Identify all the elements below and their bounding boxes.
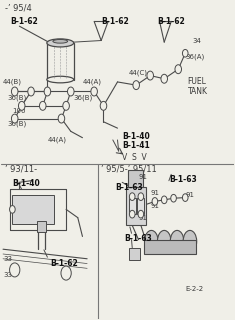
Text: B-1-41: B-1-41: [122, 141, 150, 150]
Circle shape: [182, 50, 188, 57]
Text: 91: 91: [138, 173, 148, 180]
Circle shape: [129, 210, 135, 218]
Text: B-1-62: B-1-62: [101, 17, 129, 26]
Bar: [137, 198, 144, 214]
Text: B-1-40: B-1-40: [122, 132, 150, 140]
Text: 100: 100: [12, 108, 26, 114]
Circle shape: [100, 101, 107, 110]
Text: 33: 33: [3, 272, 12, 278]
Circle shape: [39, 101, 46, 110]
Text: 91: 91: [138, 215, 148, 221]
Bar: [129, 198, 136, 214]
Circle shape: [161, 74, 168, 83]
Text: 91: 91: [185, 192, 194, 198]
Circle shape: [138, 210, 144, 218]
Text: 34: 34: [192, 37, 201, 44]
Text: -’ 95/4: -’ 95/4: [5, 4, 32, 12]
Text: 44(C): 44(C): [129, 69, 148, 76]
Text: B-1-63: B-1-63: [169, 175, 197, 184]
Text: V  S  V: V S V: [122, 153, 147, 162]
Circle shape: [91, 87, 98, 96]
Text: B-1-63: B-1-63: [125, 234, 152, 243]
Text: 44(A): 44(A): [82, 79, 102, 85]
Text: 44(B): 44(B): [3, 79, 22, 85]
Bar: [129, 248, 140, 260]
Text: 36(B): 36(B): [73, 95, 92, 101]
Text: 91: 91: [150, 190, 159, 196]
Circle shape: [44, 87, 51, 96]
Circle shape: [12, 114, 18, 123]
Bar: [126, 187, 145, 225]
Text: 91: 91: [150, 203, 159, 209]
Text: E-2-2: E-2-2: [185, 286, 203, 292]
Circle shape: [152, 197, 158, 205]
Text: ’ 93/11-: ’ 93/11-: [5, 165, 38, 174]
Text: FUEL: FUEL: [188, 77, 207, 86]
Circle shape: [129, 193, 135, 200]
Circle shape: [12, 87, 18, 96]
Text: 53: 53: [10, 264, 19, 270]
Text: B-1-62: B-1-62: [157, 17, 185, 26]
Circle shape: [161, 196, 167, 204]
Circle shape: [171, 195, 176, 202]
Text: B-1-40: B-1-40: [12, 180, 40, 188]
Text: 44(A): 44(A): [47, 136, 67, 142]
Bar: [37, 220, 46, 232]
Ellipse shape: [53, 39, 68, 43]
Bar: [144, 240, 196, 254]
Circle shape: [10, 263, 20, 277]
Text: ’ 95/5-’ 95/11: ’ 95/5-’ 95/11: [101, 165, 157, 174]
Text: 33: 33: [3, 256, 12, 262]
Circle shape: [175, 65, 181, 74]
Bar: [12, 195, 55, 224]
Bar: [128, 170, 143, 187]
Ellipse shape: [157, 230, 171, 252]
Text: B-1-63: B-1-63: [115, 183, 143, 192]
Circle shape: [61, 266, 71, 280]
Ellipse shape: [145, 230, 158, 252]
Text: 36(B): 36(B): [8, 120, 27, 127]
Circle shape: [19, 101, 25, 110]
Circle shape: [182, 194, 188, 201]
Ellipse shape: [47, 76, 74, 83]
Ellipse shape: [170, 230, 184, 252]
Circle shape: [63, 101, 69, 110]
Text: B-1-62: B-1-62: [50, 259, 78, 268]
Circle shape: [147, 71, 153, 80]
Circle shape: [28, 87, 34, 96]
Text: TANK: TANK: [188, 87, 208, 96]
Ellipse shape: [183, 230, 197, 252]
Circle shape: [133, 81, 139, 90]
Ellipse shape: [47, 39, 74, 47]
Circle shape: [138, 193, 144, 200]
Text: 36(B): 36(B): [8, 95, 27, 101]
Text: 36(A): 36(A): [185, 53, 204, 60]
Circle shape: [67, 87, 74, 96]
Circle shape: [58, 114, 65, 123]
Circle shape: [10, 205, 15, 213]
Text: B-1-62: B-1-62: [10, 17, 38, 26]
